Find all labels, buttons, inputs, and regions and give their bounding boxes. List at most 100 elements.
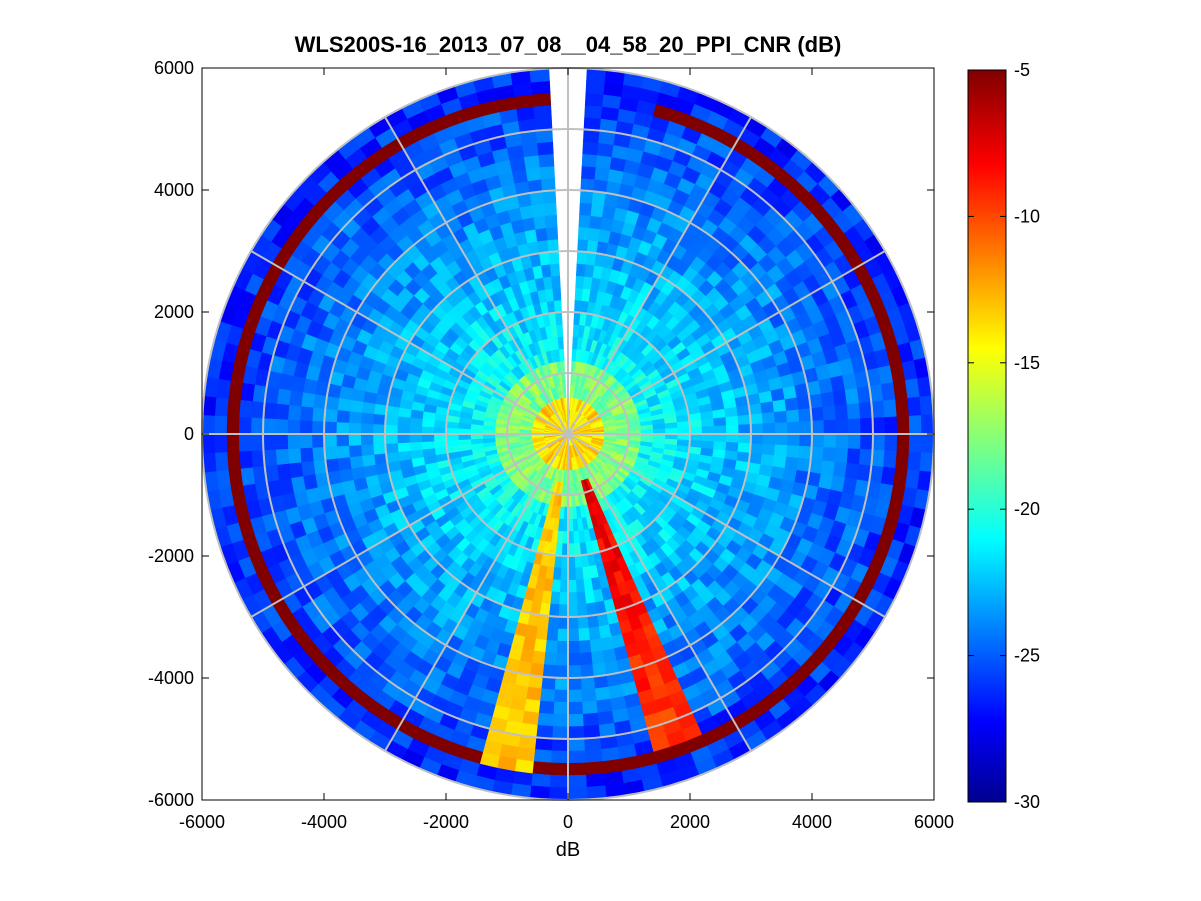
heat-cell (350, 466, 366, 481)
heat-cell (559, 579, 569, 593)
heat-cell (567, 652, 581, 667)
colorbar-tick-label: -25 (1014, 646, 1040, 666)
heat-cell (584, 104, 603, 119)
heat-cell (530, 80, 551, 95)
heat-cell (772, 455, 787, 469)
heat-cell (552, 287, 562, 301)
heat-cell (521, 216, 536, 232)
heat-cell (872, 417, 886, 435)
heat-cell (908, 415, 923, 435)
heat-cell (554, 665, 569, 679)
heat-cell (584, 590, 596, 605)
heat-cell (288, 389, 304, 407)
heat-cell (737, 442, 752, 454)
heat-cell (811, 420, 825, 435)
heat-cell (594, 166, 611, 182)
heat-cell (238, 433, 252, 452)
heat-cell (523, 154, 541, 170)
heat-cell (760, 401, 775, 414)
heat-cell (384, 414, 399, 426)
azimuth-spoke (567, 250, 886, 435)
heat-cell (544, 639, 558, 654)
heat-cell (567, 774, 587, 789)
heat-cell (556, 628, 569, 642)
heat-cell (582, 578, 594, 593)
heat-cell (576, 250, 588, 265)
heat-cell (575, 263, 587, 277)
heat-cell (567, 640, 580, 654)
heat-cell (409, 441, 423, 451)
heat-cell (907, 396, 922, 417)
heat-cell (724, 406, 739, 418)
heat-cell (572, 518, 579, 532)
heat-cell (883, 450, 898, 469)
heat-cell (214, 451, 229, 472)
heat-cell (567, 750, 586, 764)
heat-cell (535, 129, 553, 144)
heat-cell (409, 425, 423, 435)
heat-cell (531, 203, 546, 218)
azimuth-spoke (567, 116, 752, 435)
colorbar-tick-label: -30 (1014, 792, 1040, 812)
heat-cell (396, 433, 410, 444)
heat-cell (712, 408, 727, 420)
y-tick-label: -4000 (148, 668, 194, 688)
colorbar-tick-label: -15 (1014, 353, 1040, 373)
heat-cell (896, 415, 910, 435)
heat-cell (250, 433, 264, 451)
heat-cell (567, 726, 585, 740)
heat-cell (311, 433, 325, 448)
heat-cell (537, 141, 554, 156)
heat-cell (860, 417, 874, 435)
heat-cell (921, 433, 935, 454)
heat-cell (594, 686, 611, 702)
heat-cell (556, 324, 564, 338)
heat-cell (213, 433, 228, 453)
heat-cell (433, 433, 447, 442)
heat-cell (600, 636, 615, 652)
heat-cell (533, 215, 547, 230)
heat-cell (820, 391, 836, 408)
heat-cell (361, 454, 376, 467)
heat-cell (433, 440, 447, 449)
heat-cell (567, 567, 576, 581)
heat-cell (567, 762, 587, 776)
heat-cell (774, 422, 788, 435)
heat-cell (348, 422, 362, 435)
heat-cell (396, 424, 410, 435)
heat-cell (749, 443, 764, 455)
heat-cell (725, 415, 739, 427)
heat-cell (557, 336, 564, 350)
heat-cell (360, 443, 375, 457)
heat-cell (521, 710, 539, 726)
heat-cell (701, 418, 715, 428)
heat-cell (584, 749, 603, 764)
x-tick-label: 4000 (792, 812, 832, 832)
heat-cell (274, 433, 289, 450)
heat-cell (762, 433, 776, 446)
heat-cell (538, 700, 555, 715)
heat-cell (726, 424, 740, 435)
heat-cell (895, 397, 910, 418)
heat-cell (551, 738, 569, 752)
heat-cell (397, 415, 411, 427)
heat-cell (786, 445, 800, 459)
heat-cell (543, 652, 557, 666)
x-tick-label: -2000 (423, 812, 469, 832)
heat-cell (421, 426, 435, 435)
heat-cell (578, 639, 592, 654)
heat-cell (348, 444, 363, 458)
heat-cell (337, 397, 352, 412)
heat-cell (773, 410, 788, 424)
colorbar: -5 -10 -15 -20 -25 -30 (967, 60, 1040, 812)
heat-cell (832, 389, 848, 407)
heat-cell (884, 416, 898, 435)
heat-cell (560, 555, 569, 569)
heat-cell (362, 464, 378, 478)
heat-cell (548, 603, 560, 618)
heat-cell (921, 414, 935, 435)
heat-cell (896, 433, 910, 453)
colorbar-gradient (967, 69, 1007, 803)
heat-cell (567, 713, 584, 728)
y-tick-label: 4000 (154, 180, 194, 200)
